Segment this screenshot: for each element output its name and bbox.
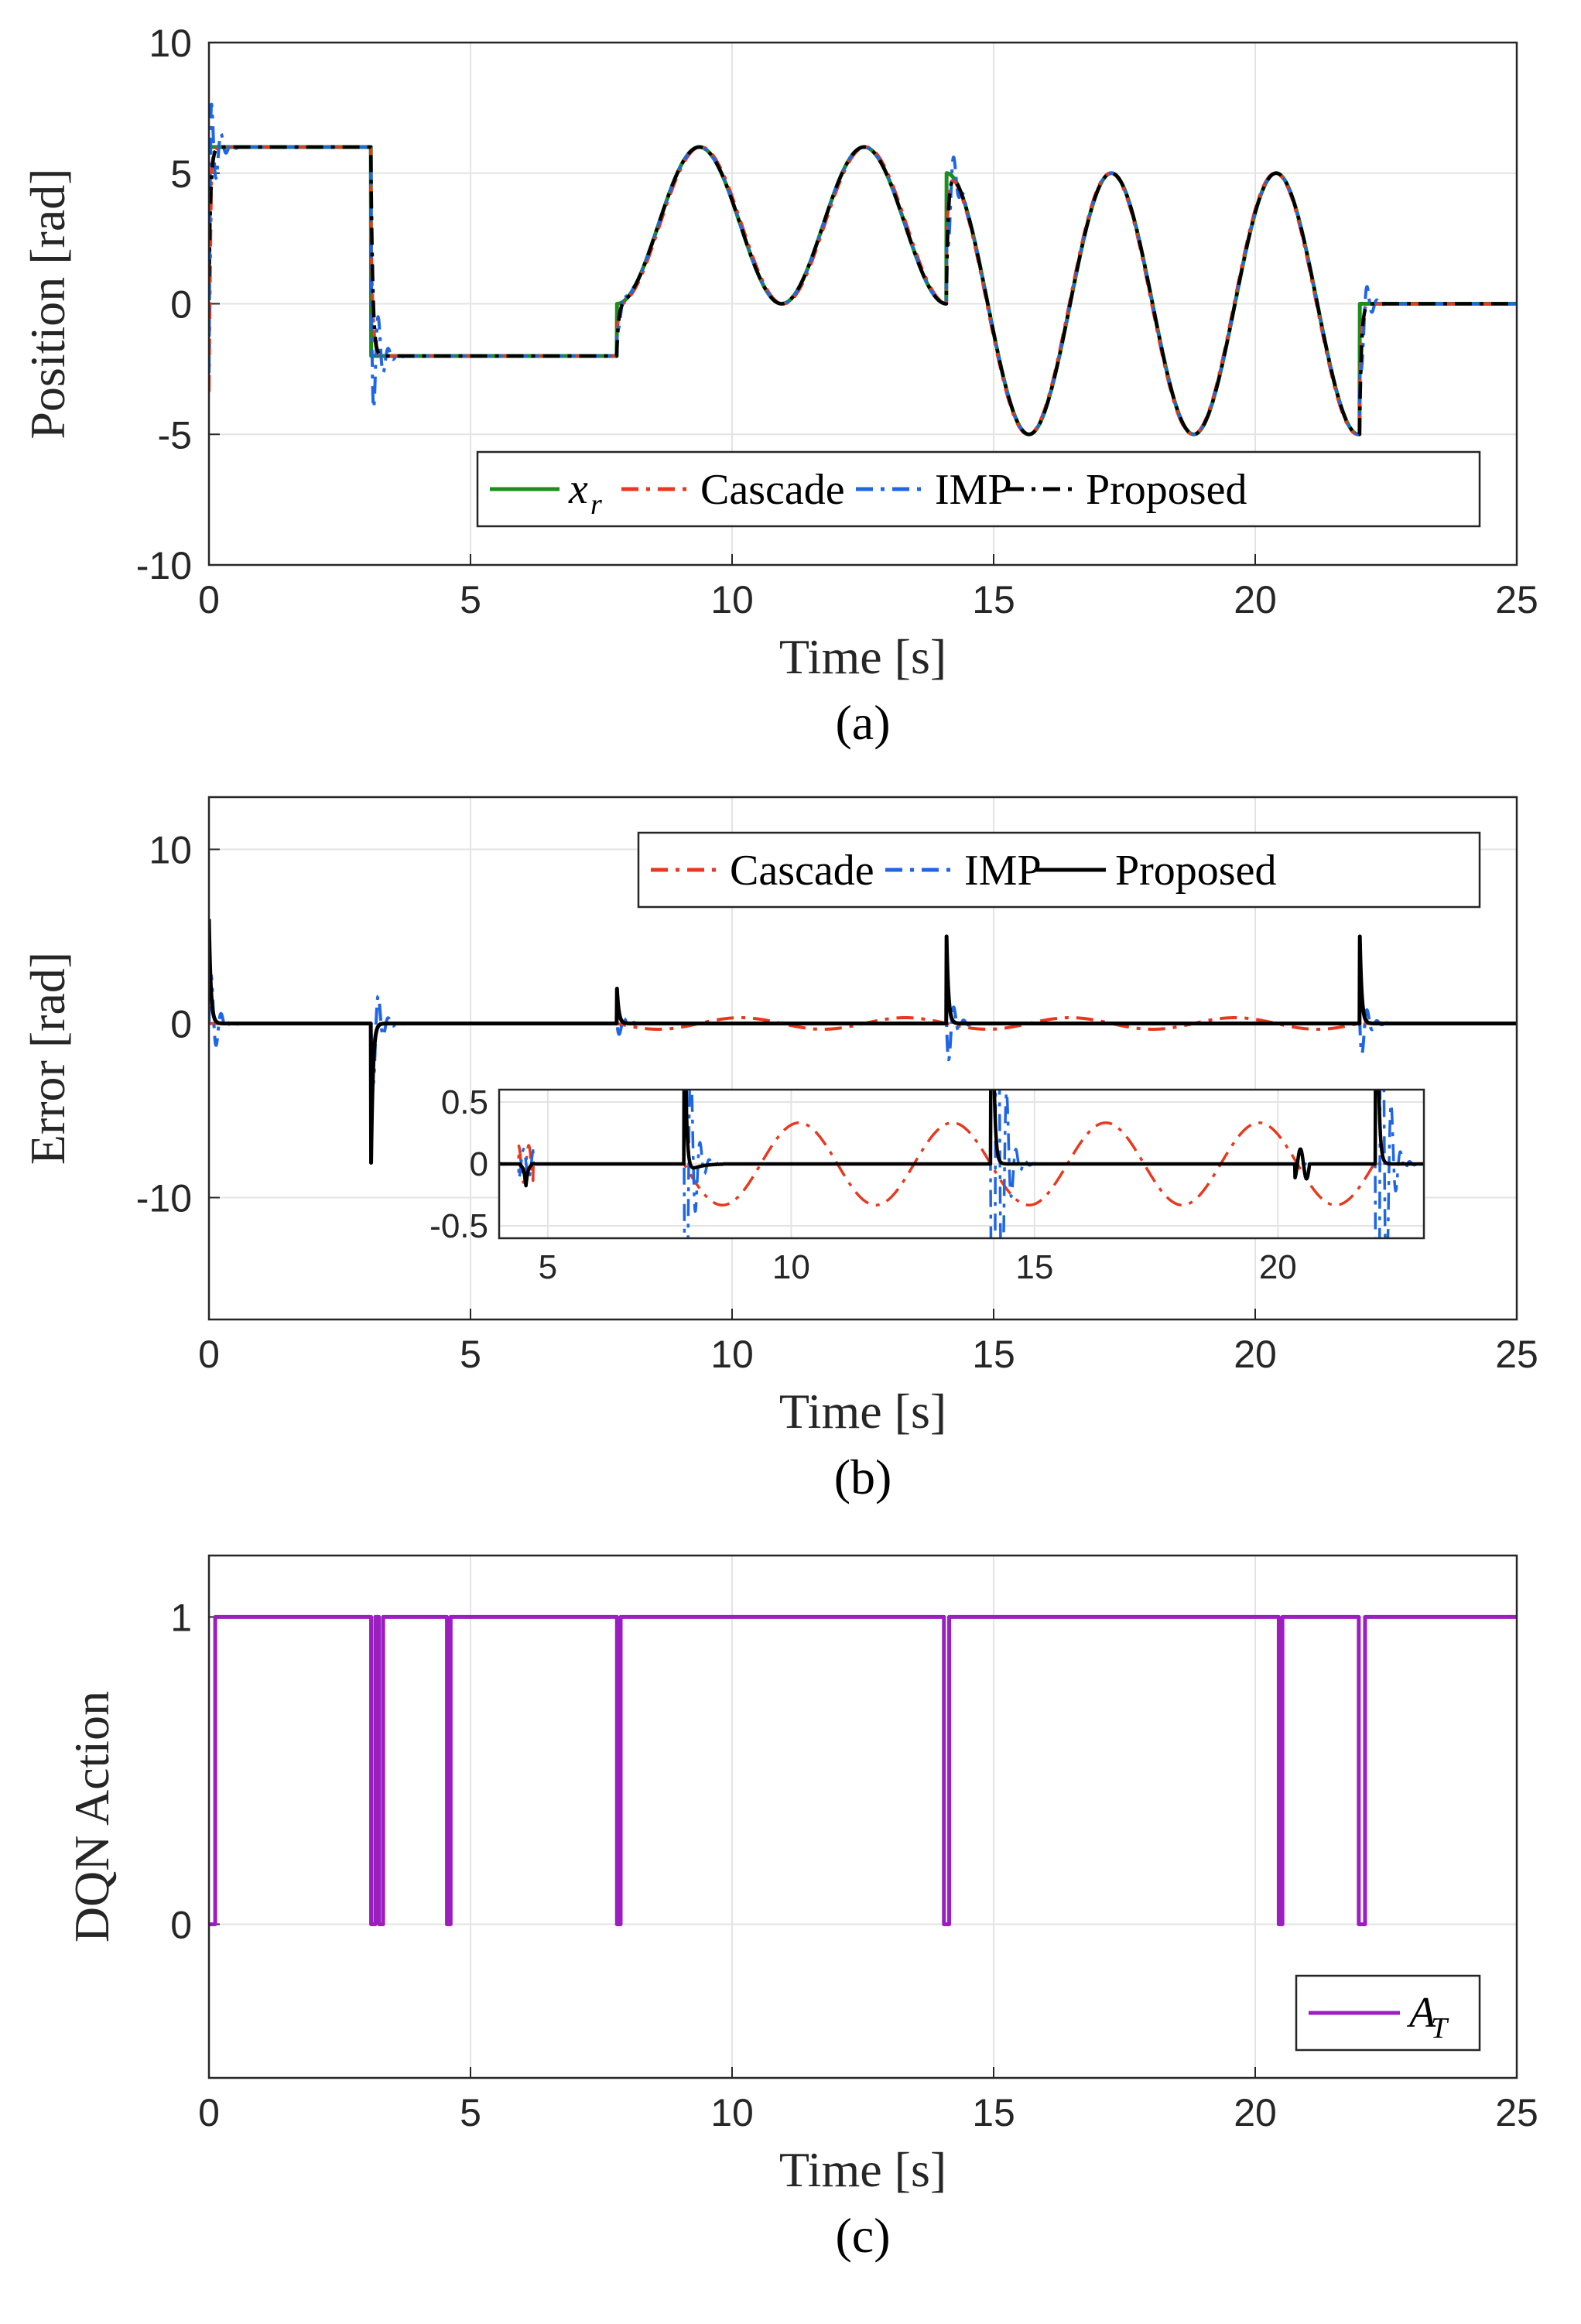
legend-label: Proposed bbox=[1115, 847, 1276, 895]
x-axis-label: Time [s] bbox=[779, 1384, 946, 1439]
panel-caption: (c) bbox=[835, 2208, 890, 2263]
x-tick-label: 20 bbox=[1234, 1333, 1277, 1376]
x-axis-label: Time [s] bbox=[779, 2142, 946, 2197]
x-tick-label: 20 bbox=[1234, 2091, 1277, 2134]
inset-zoom: 5 10 15 20 0.5 0 -0.5 bbox=[429, 1083, 1425, 1286]
legend-label: IMP bbox=[935, 466, 1012, 514]
y-tick-label: 0 bbox=[170, 1003, 192, 1046]
x-tick-label: 5 bbox=[460, 578, 481, 621]
x-tick-label: 0 bbox=[198, 578, 220, 621]
x-tick-label: 15 bbox=[972, 1333, 1015, 1376]
x-tick-labels: 0 5 10 15 20 25 bbox=[198, 554, 1538, 621]
inset-x-tick-label: 15 bbox=[1015, 1248, 1053, 1286]
inset-series-proposed bbox=[499, 1090, 1424, 1188]
inset-y-tick-label: 0 bbox=[470, 1145, 488, 1183]
legend-box bbox=[476, 450, 1481, 528]
y-axis-label: Position [rad] bbox=[20, 168, 75, 439]
y-tick-label: 5 bbox=[170, 152, 192, 196]
y-axis-label: DQN Action bbox=[64, 1691, 119, 1942]
y-tick-label: -10 bbox=[136, 1177, 192, 1220]
legend-label: A bbox=[1406, 1989, 1436, 2037]
y-axis-label: Error [rad] bbox=[20, 952, 75, 1165]
x-tick-label: 10 bbox=[710, 578, 754, 621]
x-axis-label: Time [s] bbox=[779, 629, 946, 684]
x-tick-label: 20 bbox=[1234, 578, 1277, 621]
x-tick-label: 5 bbox=[460, 1333, 481, 1376]
inset-y-tick-label: 0.5 bbox=[441, 1083, 488, 1121]
legend-label: Proposed bbox=[1086, 466, 1247, 514]
panel-a-position: 0 5 10 15 20 25 10 5 0 -5 -10 Time [s] Position [rad… bbox=[20, 22, 1538, 750]
inset-frame bbox=[498, 1088, 1425, 1240]
legend-subscript: T bbox=[1431, 2012, 1449, 2045]
x-tick-label: 15 bbox=[972, 578, 1015, 621]
y-tick-label: 10 bbox=[149, 22, 192, 65]
inset-y-tick-label: -0.5 bbox=[429, 1207, 488, 1245]
series-group bbox=[209, 1614, 1517, 1926]
y-tick-label: 1 bbox=[170, 1596, 192, 1639]
legend-label: IMP bbox=[964, 847, 1042, 895]
series-action bbox=[209, 1614, 1517, 1926]
x-tick-label: 25 bbox=[1495, 578, 1538, 621]
series-imp bbox=[209, 102, 1517, 436]
y-tick-labels: 10 0 -10 bbox=[136, 829, 220, 1220]
legend-subscript: r bbox=[590, 488, 602, 521]
y-tick-label: -5 bbox=[158, 413, 192, 457]
plot-frame bbox=[207, 1554, 1518, 2079]
x-tick-label: 10 bbox=[710, 2091, 754, 2134]
x-tick-labels: 0 5 10 15 20 25 bbox=[198, 2067, 1538, 2134]
inset-x-tick-label: 20 bbox=[1259, 1248, 1297, 1286]
y-tick-label: -10 bbox=[136, 544, 192, 587]
y-tick-label: 0 bbox=[170, 283, 192, 327]
plot-frame bbox=[207, 41, 1518, 566]
series-proposed bbox=[209, 145, 1517, 436]
inset-x-tick-label: 5 bbox=[539, 1248, 557, 1286]
panel-caption: (b) bbox=[834, 1450, 892, 1504]
series-group bbox=[209, 919, 1517, 1165]
y-tick-labels: 10 bbox=[170, 1596, 220, 1946]
plot-frame bbox=[207, 796, 1518, 1321]
series-group bbox=[209, 102, 1517, 436]
legend-label: x bbox=[568, 465, 588, 513]
series-proposed bbox=[209, 919, 1517, 1165]
x-tick-label: 0 bbox=[198, 1333, 220, 1376]
inset-series bbox=[499, 1090, 1424, 1238]
x-tick-label: 25 bbox=[1495, 2091, 1538, 2134]
y-tick-labels: 10 5 0 -5 -10 bbox=[136, 22, 220, 587]
x-tick-label: 15 bbox=[972, 2091, 1015, 2134]
inset-x-tick-label: 10 bbox=[772, 1248, 810, 1286]
legend-label: Cascade bbox=[700, 466, 845, 514]
legend-label: Cascade bbox=[730, 847, 874, 895]
y-tick-label: 10 bbox=[149, 829, 192, 872]
x-tick-label: 0 bbox=[198, 2091, 220, 2134]
y-tick-label: 0 bbox=[170, 1903, 192, 1946]
x-tick-label: 25 bbox=[1495, 1333, 1538, 1376]
x-tick-label: 5 bbox=[460, 2091, 481, 2134]
panel-b-error: 0 5 10 15 20 25 10 0 -10 Time [s] Error [rad] (b) Ca… bbox=[20, 796, 1538, 1504]
inset-series-cascade bbox=[499, 1121, 1424, 1206]
x-tick-label: 10 bbox=[710, 1333, 754, 1376]
panel-caption: (a) bbox=[835, 695, 890, 750]
